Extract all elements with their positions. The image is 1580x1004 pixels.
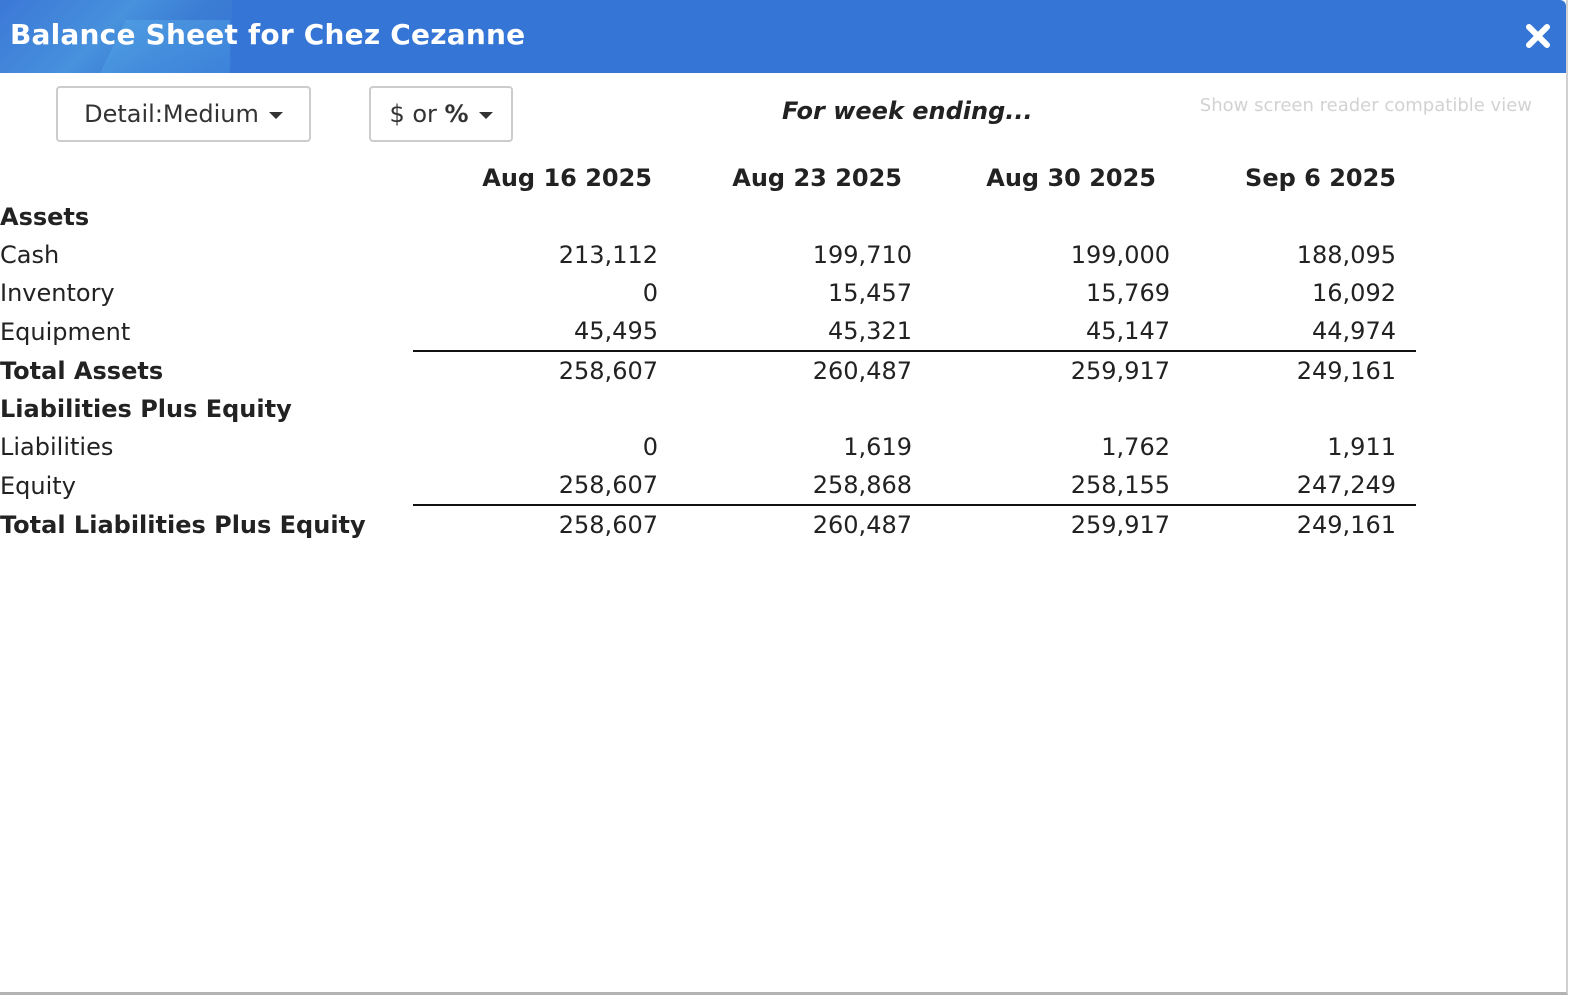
- balance-sheet-table: Aug 16 2025 Aug 23 2025 Aug 30 2025 Sep …: [0, 158, 1416, 544]
- table-row: Liabilities 0 1,619 1,762 1,911: [0, 428, 1416, 466]
- total-value: 260,487: [658, 504, 912, 544]
- row-label: Cash: [0, 241, 60, 269]
- total-value: 249,161: [1170, 504, 1396, 544]
- cell-value: 15,769: [1086, 279, 1170, 307]
- cell-value: 1,762: [1101, 433, 1170, 461]
- cell-value: 199,710: [812, 241, 912, 269]
- dollar-or-percent-dropdown[interactable]: $ or %: [369, 86, 513, 142]
- dialog-title: Balance Sheet for Chez Cezanne: [10, 18, 526, 51]
- total-row: Total Liabilities Plus Equity 258,607 26…: [0, 504, 1416, 544]
- cell-value: 15,457: [828, 279, 912, 307]
- total-label: Total Assets: [0, 356, 164, 385]
- total-value: 260,487: [658, 350, 912, 390]
- cell-value: 1,911: [1327, 433, 1396, 461]
- column-header: Aug 30 2025: [986, 164, 1156, 192]
- cell-value: 44,974: [1312, 317, 1396, 345]
- cell-value: 258,155: [1070, 471, 1170, 499]
- cell-value: 0: [642, 279, 658, 307]
- unit-label-percent: %: [444, 100, 469, 128]
- cell-value: 247,249: [1296, 471, 1396, 499]
- cell-value: 45,495: [574, 317, 658, 345]
- row-label: Equity: [0, 471, 76, 500]
- caret-down-icon: [268, 112, 283, 119]
- section-row: Liabilities Plus Equity: [0, 390, 1416, 428]
- cell-value: 1,619: [843, 433, 912, 461]
- cell-value: 0: [642, 433, 658, 461]
- detail-level-dropdown[interactable]: Detail:Medium: [56, 86, 311, 142]
- titlebar-decoration: [100, 20, 230, 73]
- screen-reader-view-link[interactable]: Show screen reader compatible view: [1199, 95, 1532, 116]
- column-header: Sep 6 2025: [1245, 164, 1396, 192]
- cell-value: 199,000: [1070, 241, 1170, 269]
- dialog-titlebar: Balance Sheet for Chez Cezanne: [0, 0, 1566, 73]
- table-row: Equipment 45,495 45,321 45,147 44,974: [0, 312, 1416, 351]
- section-label: Assets: [0, 203, 90, 231]
- total-value: 249,161: [1170, 350, 1396, 390]
- cell-value: 45,147: [1086, 317, 1170, 345]
- column-header: Aug 16 2025: [482, 164, 652, 192]
- table-row: Cash 213,112 199,710 199,000 188,095: [0, 236, 1416, 274]
- row-label: Equipment: [0, 317, 131, 346]
- label-column-header: [0, 158, 413, 198]
- cell-value: 258,868: [812, 471, 912, 499]
- week-ending-heading: For week ending...: [782, 97, 1033, 125]
- caret-down-icon: [478, 112, 493, 119]
- section-row: Assets: [0, 198, 1416, 236]
- cell-value: 16,092: [1312, 279, 1396, 307]
- total-value: 258,607: [413, 350, 658, 390]
- table-row: Inventory 0 15,457 15,769 16,092: [0, 274, 1416, 312]
- cell-value: 213,112: [558, 241, 658, 269]
- unit-label-prefix: $ or: [389, 100, 445, 128]
- cell-value: 45,321: [828, 317, 912, 345]
- total-value: 258,607: [413, 504, 658, 544]
- total-value: 259,917: [912, 350, 1170, 390]
- close-button[interactable]: [1524, 22, 1552, 50]
- cell-value: 188,095: [1296, 241, 1396, 269]
- header-row: Aug 16 2025 Aug 23 2025 Aug 30 2025 Sep …: [0, 158, 1416, 198]
- total-value: 259,917: [912, 504, 1170, 544]
- row-label: Liabilities: [0, 433, 114, 461]
- detail-level-label: Detail:Medium: [84, 100, 259, 128]
- total-label: Total Liabilities Plus Equity: [0, 510, 366, 539]
- table-row: Equity 258,607 258,868 258,155 247,249: [0, 466, 1416, 505]
- padding-cell: [1396, 158, 1416, 198]
- cell-value: 258,607: [558, 471, 658, 499]
- section-label: Liabilities Plus Equity: [0, 395, 292, 423]
- total-row: Total Assets 258,607 260,487 259,917 249…: [0, 350, 1416, 390]
- column-header: Aug 23 2025: [732, 164, 902, 192]
- close-icon: [1526, 24, 1550, 48]
- row-label: Inventory: [0, 279, 115, 307]
